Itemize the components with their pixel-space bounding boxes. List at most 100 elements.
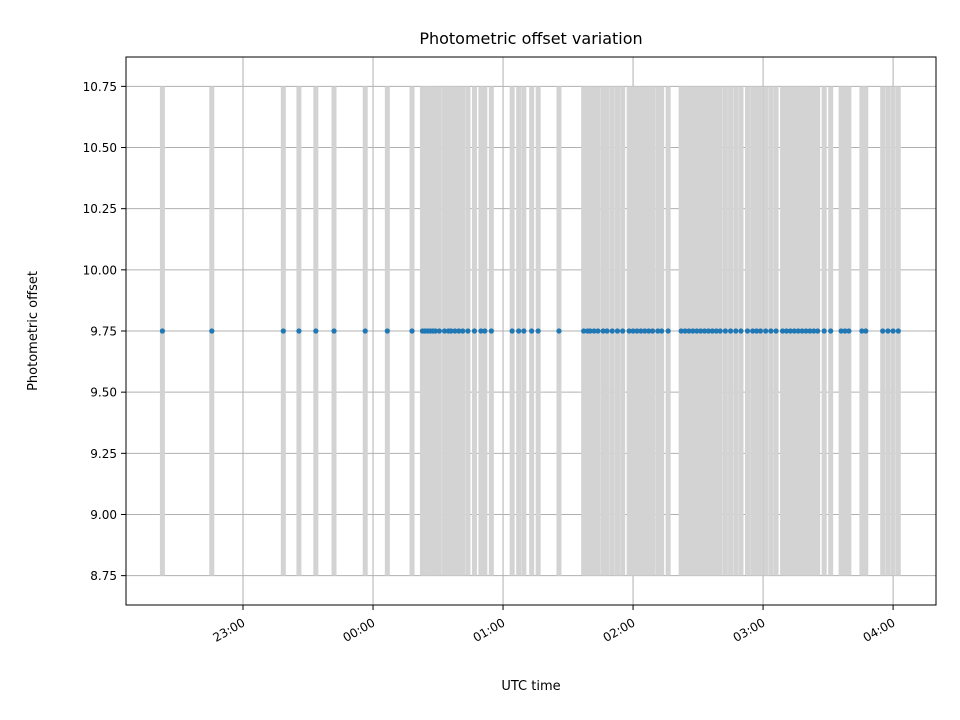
data-points xyxy=(159,328,901,334)
data-point xyxy=(828,328,834,334)
y-axis-ticks: 8.75 9.00 9.25 9.50 9.75 10.00 10.25 10.50 10.75 xyxy=(83,80,126,583)
data-point xyxy=(646,328,652,334)
data-point xyxy=(713,328,719,334)
data-point xyxy=(863,328,869,334)
data-point xyxy=(717,328,723,334)
data-point xyxy=(556,328,562,334)
data-point xyxy=(895,328,901,334)
data-point xyxy=(694,328,700,334)
data-point xyxy=(362,328,368,334)
data-point xyxy=(791,328,797,334)
y-tick-label: 10.00 xyxy=(83,263,117,277)
data-point xyxy=(280,328,286,334)
data-point xyxy=(591,328,597,334)
data-point xyxy=(432,328,439,334)
data-point xyxy=(846,328,852,334)
data-point xyxy=(409,328,415,334)
data-point xyxy=(655,328,661,334)
data-point xyxy=(773,328,779,334)
data-point xyxy=(587,328,593,334)
data-point xyxy=(838,328,844,334)
x-tick-label: 00:00 xyxy=(341,615,378,644)
data-point xyxy=(753,328,760,334)
data-point xyxy=(614,328,621,334)
data-point xyxy=(595,328,601,334)
data-point xyxy=(452,328,458,334)
data-point xyxy=(456,328,462,334)
data-point xyxy=(744,328,751,334)
data-point xyxy=(478,328,484,334)
x-tick-label: 23:00 xyxy=(211,615,248,644)
chart-title: Photometric offset variation xyxy=(419,29,642,48)
data-point xyxy=(842,328,848,334)
y-tick-label: 8.75 xyxy=(90,569,117,583)
data-point xyxy=(159,328,166,334)
data-point xyxy=(521,328,527,334)
data-point xyxy=(686,328,692,334)
data-point xyxy=(626,328,632,334)
data-point xyxy=(509,328,515,334)
data-point xyxy=(441,328,448,334)
data-point xyxy=(807,328,813,334)
data-point xyxy=(783,328,790,334)
data-point xyxy=(768,328,774,334)
data-point xyxy=(701,328,708,334)
data-point xyxy=(465,328,471,334)
y-axis-label: Photometric offset xyxy=(26,271,41,391)
y-tick-label: 9.50 xyxy=(90,386,117,400)
data-point xyxy=(529,328,535,334)
data-point xyxy=(727,328,734,334)
data-point xyxy=(482,328,488,334)
data-point xyxy=(815,328,821,334)
x-tick-label: 04:00 xyxy=(861,615,898,644)
data-point xyxy=(384,328,390,334)
data-point xyxy=(885,328,891,334)
data-point xyxy=(795,328,801,334)
data-point xyxy=(638,328,644,334)
data-point xyxy=(811,328,817,334)
data-point xyxy=(634,328,640,334)
x-axis-label: UTC time xyxy=(501,679,560,694)
data-point xyxy=(620,328,626,334)
data-point xyxy=(488,328,494,334)
data-point xyxy=(649,328,656,334)
x-tick-label: 03:00 xyxy=(731,615,768,644)
data-point xyxy=(436,328,442,334)
data-point xyxy=(690,328,696,334)
data-point xyxy=(859,328,865,334)
data-point xyxy=(296,328,302,334)
data-point xyxy=(630,328,636,334)
data-point xyxy=(799,328,805,334)
data-point xyxy=(665,328,671,334)
x-axis-ticks: 23:00 00:00 01:00 02:00 03:00 04:00 xyxy=(211,605,898,645)
data-point xyxy=(642,328,648,334)
data-point xyxy=(331,328,337,334)
data-point xyxy=(313,328,319,334)
data-point xyxy=(890,328,896,334)
data-point xyxy=(787,328,793,334)
data-point xyxy=(757,328,764,334)
y-tick-label: 10.50 xyxy=(83,141,117,155)
data-point xyxy=(698,328,704,334)
y-tick-label: 10.25 xyxy=(83,202,117,216)
data-point xyxy=(460,328,466,334)
data-point xyxy=(682,328,688,334)
data-point xyxy=(738,328,744,334)
y-tick-label: 10.75 xyxy=(83,80,117,94)
data-point xyxy=(705,328,712,334)
data-point xyxy=(821,328,827,334)
data-point xyxy=(678,328,684,334)
x-tick-label: 02:00 xyxy=(601,615,638,644)
data-point xyxy=(733,328,739,334)
data-point xyxy=(600,328,606,334)
data-point xyxy=(535,328,541,334)
data-point xyxy=(750,328,756,334)
data-point xyxy=(516,328,522,334)
data-point xyxy=(581,328,587,334)
data-point xyxy=(604,328,610,334)
data-point xyxy=(779,328,786,334)
y-tick-label: 9.00 xyxy=(90,508,117,522)
data-point xyxy=(722,328,728,334)
data-point xyxy=(471,328,478,334)
